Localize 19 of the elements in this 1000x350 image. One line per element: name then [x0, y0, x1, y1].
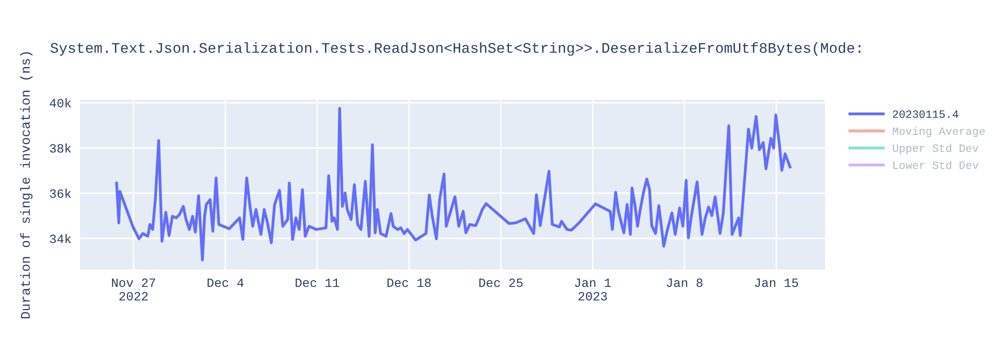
- x-tick-label: Dec 25: [479, 278, 523, 288]
- y-tick-label: 40k: [50, 98, 72, 108]
- x-tick-label: Dec 18: [388, 278, 431, 288]
- x-tick-label: Nov 27 2022: [112, 278, 156, 300]
- x-tick-label: Jan 8: [666, 278, 702, 288]
- y-tick-label: 36k: [50, 188, 72, 198]
- y-tick-label: 34k: [50, 234, 72, 244]
- y-axis-title: Duration of single invocation (ns): [20, 52, 32, 318]
- x-tick-label: Dec 4: [208, 278, 244, 288]
- legend-label: Lower Std Dev: [893, 160, 978, 170]
- x-tick-label: Jan 15: [754, 278, 798, 288]
- chart-title: System.Text.Json.Serialization.Tests.ReadJson<HashSet<String>>.DeserializeFromUtf8Bytes(Mode:: [50, 42, 860, 56]
- x-tick-label: Jan 1 2023: [575, 278, 611, 300]
- legend-label: Upper Std Dev: [892, 144, 978, 154]
- legend-label: 20230115.4: [892, 110, 958, 118]
- y-tick-label: 38k: [50, 143, 72, 153]
- x-tick-label: Dec 11: [296, 278, 340, 288]
- line-series: [115, 106, 792, 262]
- legend-label: Moving Average: [892, 126, 985, 138]
